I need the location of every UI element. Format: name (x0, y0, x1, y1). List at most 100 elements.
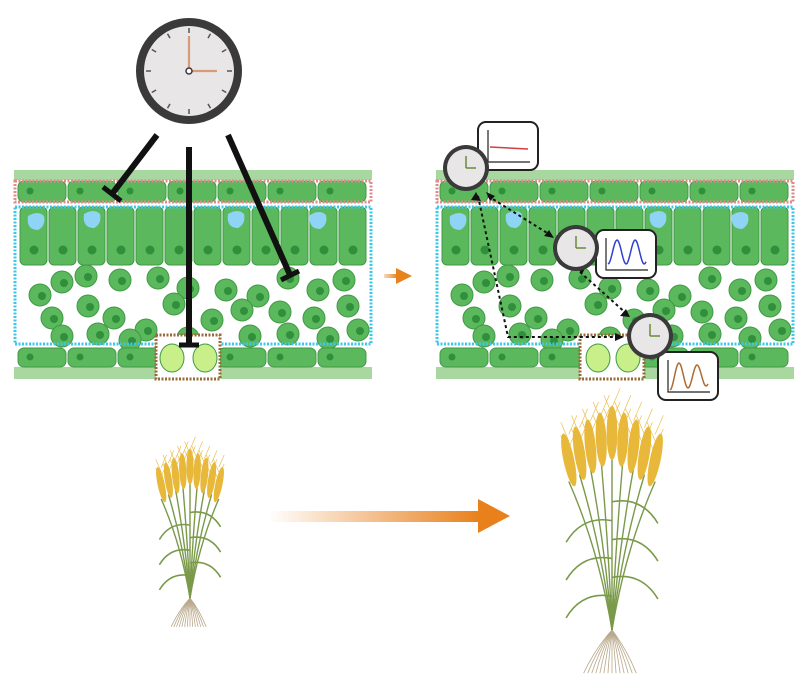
guard-cell (159, 343, 185, 373)
epidermal-cell (267, 180, 317, 203)
wheat-head (561, 433, 577, 487)
vacuole (227, 211, 245, 228)
stem (611, 467, 635, 631)
vacuole (27, 213, 45, 230)
leaf-blade (158, 523, 191, 540)
leaf-blade (565, 556, 613, 581)
palisade-cell (106, 206, 135, 266)
epidermal-cell (589, 180, 639, 203)
mesophyll-region (435, 205, 795, 346)
epidermal-cell (17, 180, 67, 203)
stem (578, 474, 613, 631)
leaf-blade (189, 511, 222, 528)
epidermis-region (13, 179, 373, 204)
epidermal-cell (217, 347, 267, 368)
rhythm-trace (669, 362, 709, 391)
wheat-head (627, 419, 640, 474)
tissue-clock-network (471, 192, 630, 341)
palisade-cell (338, 206, 367, 266)
leaf-blade (158, 548, 191, 566)
wheat-head (213, 466, 224, 503)
vacuole (649, 211, 667, 228)
wheat-head (207, 462, 217, 498)
vacuole (449, 213, 467, 230)
stem (611, 474, 646, 631)
wheat-head (595, 412, 607, 467)
palisade-cell (702, 206, 731, 266)
growth-arrow (268, 499, 510, 533)
vacuole (505, 211, 523, 228)
leaf-blade (189, 536, 222, 553)
wheat-head (606, 405, 618, 460)
guard-cell (585, 343, 611, 373)
inhibition-bar-mesophyll (279, 268, 301, 283)
epidermal-cell (267, 347, 317, 368)
inhibition-bar-epidermis (101, 185, 123, 203)
epidermal-cell (439, 347, 489, 368)
mesophyll-region (13, 205, 373, 346)
clock-icon (136, 18, 242, 124)
wheat-head (193, 453, 201, 490)
palisade-cell (470, 206, 499, 266)
epidermal-cell (489, 180, 539, 203)
vacuole (731, 212, 749, 229)
clock-icon (627, 313, 673, 359)
epidermal-cell (739, 347, 789, 368)
stem (611, 481, 656, 631)
transition-arrow (384, 268, 412, 284)
leaf-cuticle-top (14, 170, 372, 180)
stem (600, 461, 613, 631)
inhibition-line-epidermis (109, 133, 160, 196)
stem (568, 481, 613, 631)
epidermal-cell (489, 347, 539, 368)
epidermal-cell (689, 180, 739, 203)
epidermal-cell (117, 180, 167, 203)
epidermis-region (435, 179, 795, 204)
coupling-arrow-mesophyll-stomata (579, 271, 629, 316)
epidermal-cell (317, 347, 367, 368)
line-chart-icon (657, 351, 719, 401)
leaf-blade (611, 575, 659, 600)
epidermal-cell (739, 180, 789, 203)
epidermal-cell (539, 180, 589, 203)
palisade-cell (48, 206, 77, 266)
wheat-head (156, 466, 167, 503)
stem (189, 498, 220, 599)
leaf-blade (158, 574, 191, 591)
leaf-blade (611, 500, 659, 524)
vacuole (83, 211, 101, 228)
leaf-blade (565, 594, 613, 619)
stem (589, 467, 613, 631)
wheat-head (179, 453, 187, 490)
leaf-blade (611, 537, 659, 562)
palisade-cell (673, 206, 702, 266)
leaf-blade (565, 519, 613, 543)
coupling-arrow-epidermis-mesophyll (487, 195, 553, 237)
rhythm-trace (607, 239, 647, 265)
wheat-head (637, 426, 652, 480)
stem (611, 461, 624, 631)
wheat-head (186, 448, 194, 485)
palisade-cell (135, 206, 164, 266)
epidermal-cell (17, 347, 67, 368)
epidermal-cell (67, 347, 117, 368)
wheat-plant-large (560, 388, 664, 674)
root (611, 629, 637, 674)
root (189, 597, 207, 627)
central-clock-inhibition (101, 18, 301, 348)
guard-cell (192, 343, 218, 373)
epidermal-cell (317, 180, 367, 203)
wheat-head (617, 412, 629, 467)
clock-icon (553, 225, 599, 271)
vacuole (309, 212, 327, 229)
leaf-blade (189, 561, 222, 578)
inhibition-line-mesophyll (225, 133, 293, 277)
leaf-section-central-clock (13, 170, 373, 381)
line-chart-icon (595, 229, 657, 279)
coupling-arrow-epidermis-stomata (477, 195, 622, 338)
wheat-plant-small (155, 436, 225, 627)
clock-icon (443, 145, 489, 191)
epidermal-cell (639, 180, 689, 203)
leaf-cuticle-top (436, 170, 794, 180)
